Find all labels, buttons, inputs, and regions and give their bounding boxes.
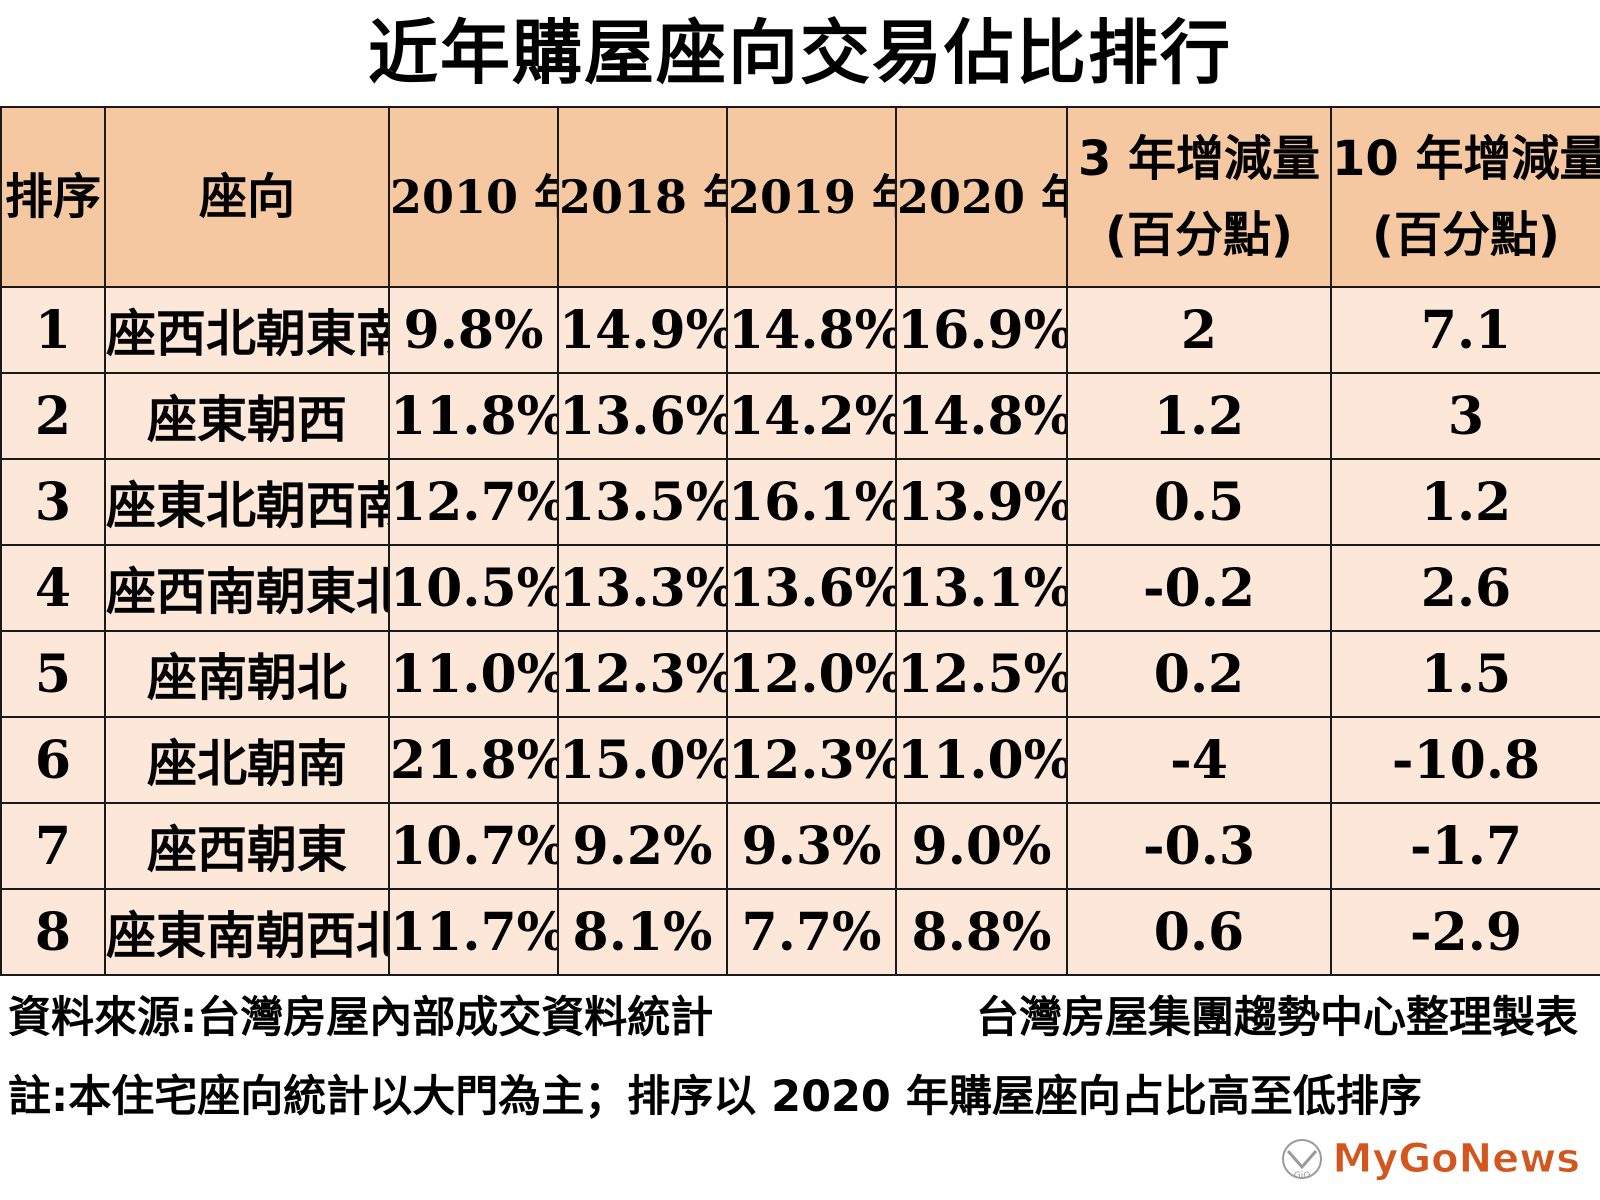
table-row: 8 座東南朝西北 11.7% 8.1% 7.7% 8.8% 0.6 -2.9 (0, 888, 1600, 976)
cell-2018: 13.6% (557, 372, 728, 460)
table-row: 5 座南朝北 11.0% 12.3% 12.0% 12.5% 0.2 1.5 (0, 630, 1600, 718)
cell-2019: 13.6% (726, 544, 897, 632)
logo-icon: GiO (1282, 1139, 1323, 1181)
cell-3yr-change: 0.6 (1066, 888, 1332, 976)
cell-2020: 12.5% (895, 630, 1068, 718)
cell-2010: 11.0% (388, 630, 559, 718)
cell-2018: 12.3% (557, 630, 728, 718)
cell-2018: 13.5% (557, 458, 728, 546)
cell-10yr-change: 3 (1330, 372, 1600, 460)
table-row: 2 座東朝西 11.8% 13.6% 14.2% 14.8% 1.2 3 (0, 372, 1600, 460)
header-2019: 2019 年 (726, 106, 897, 288)
cell-2010: 10.7% (388, 802, 559, 890)
cell-2019: 12.0% (726, 630, 897, 718)
table-row: 7 座西朝東 10.7% 9.2% 9.3% 9.0% -0.3 -1.7 (0, 802, 1600, 890)
cell-3yr-change: -4 (1066, 716, 1332, 804)
cell-direction: 座西朝東 (104, 802, 390, 890)
cell-2010: 21.8% (388, 716, 559, 804)
cell-2019: 14.8% (726, 286, 897, 374)
table-row: 6 座北朝南 21.8% 15.0% 12.3% 11.0% -4 -10.8 (0, 716, 1600, 804)
header-direction: 座向 (104, 106, 390, 288)
table-header-row: 排序 座向 2010 年 2018 年 2019 年 2020 年 3 年增減量… (0, 106, 1600, 288)
cell-3yr-change: 1.2 (1066, 372, 1332, 460)
header-2018: 2018 年 (557, 106, 728, 288)
cell-2018: 8.1% (557, 888, 728, 976)
cell-rank: 7 (0, 802, 106, 890)
cell-2018: 15.0% (557, 716, 728, 804)
cell-rank: 8 (0, 888, 106, 976)
cell-2010: 11.8% (388, 372, 559, 460)
table-row: 4 座西南朝東北 10.5% 13.3% 13.6% 13.1% -0.2 2.6 (0, 544, 1600, 632)
table-row: 1 座西北朝東南 9.8% 14.9% 14.8% 16.9% 2 7.1 (0, 286, 1600, 374)
cell-2010: 12.7% (388, 458, 559, 546)
cell-2019: 12.3% (726, 716, 897, 804)
cell-3yr-change: 2 (1066, 286, 1332, 374)
cell-2020: 16.9% (895, 286, 1068, 374)
cell-direction: 座東北朝西南 (104, 458, 390, 546)
cell-10yr-change: 1.2 (1330, 458, 1600, 546)
cell-direction: 座西南朝東北 (104, 544, 390, 632)
header-2020: 2020 年 (895, 106, 1068, 288)
cell-rank: 2 (0, 372, 106, 460)
cell-rank: 5 (0, 630, 106, 718)
header-rank: 排序 (0, 106, 106, 288)
cell-2019: 9.3% (726, 802, 897, 890)
cell-2010: 10.5% (388, 544, 559, 632)
source-note: 資料來源:台灣房屋內部成交資料統計 (8, 993, 714, 1043)
cell-direction: 座東南朝西北 (104, 888, 390, 976)
table-row: 3 座東北朝西南 12.7% 13.5% 16.1% 13.9% 0.5 1.2 (0, 458, 1600, 546)
header-3yr-change: 3 年增減量 (百分點) (1066, 106, 1332, 288)
cell-rank: 3 (0, 458, 106, 546)
cell-2018: 14.9% (557, 286, 728, 374)
ranking-table: 排序 座向 2010 年 2018 年 2019 年 2020 年 3 年增減量… (0, 106, 1600, 976)
cell-10yr-change: 2.6 (1330, 544, 1600, 632)
cell-rank: 6 (0, 716, 106, 804)
cell-2020: 13.9% (895, 458, 1068, 546)
cell-rank: 1 (0, 286, 106, 374)
cell-direction: 座北朝南 (104, 716, 390, 804)
cell-10yr-change: -10.8 (1330, 716, 1600, 804)
cell-3yr-change: -0.3 (1066, 802, 1332, 890)
cell-direction: 座南朝北 (104, 630, 390, 718)
cell-10yr-change: 1.5 (1330, 630, 1600, 718)
footnote: 註:本住宅座向統計以大門為主；排序以 2020 年購屋座向占比高至低排序 (8, 1072, 1422, 1122)
cell-2020: 14.8% (895, 372, 1068, 460)
cell-2020: 8.8% (895, 888, 1068, 976)
cell-direction: 座西北朝東南 (104, 286, 390, 374)
header-10yr-change: 10 年增減量 (百分點) (1330, 106, 1600, 288)
cell-2018: 13.3% (557, 544, 728, 632)
cell-10yr-change: -1.7 (1330, 802, 1600, 890)
cell-2019: 7.7% (726, 888, 897, 976)
cell-3yr-change: -0.2 (1066, 544, 1332, 632)
header-2010: 2010 年 (388, 106, 559, 288)
cell-2010: 11.7% (388, 888, 559, 976)
cell-direction: 座東朝西 (104, 372, 390, 460)
cell-2019: 16.1% (726, 458, 897, 546)
cell-10yr-change: 7.1 (1330, 286, 1600, 374)
cell-2020: 11.0% (895, 716, 1068, 804)
watermark-logo: GiO MyGoNews (1280, 1136, 1581, 1183)
chart-title: 近年購屋座向交易佔比排行 (368, 12, 1232, 94)
watermark-text: MyGoNews (1332, 1136, 1581, 1183)
cell-rank: 4 (0, 544, 106, 632)
cell-2018: 9.2% (557, 802, 728, 890)
cell-2010: 9.8% (388, 286, 559, 374)
cell-10yr-change: -2.9 (1330, 888, 1600, 976)
cell-3yr-change: 0.2 (1066, 630, 1332, 718)
cell-2019: 14.2% (726, 372, 897, 460)
producer-note: 台灣房屋集團趨勢中心整理製表 (976, 993, 1578, 1043)
cell-3yr-change: 0.5 (1066, 458, 1332, 546)
logo-mark-text: GiO (1294, 1171, 1311, 1181)
cell-2020: 13.1% (895, 544, 1068, 632)
cell-2020: 9.0% (895, 802, 1068, 890)
